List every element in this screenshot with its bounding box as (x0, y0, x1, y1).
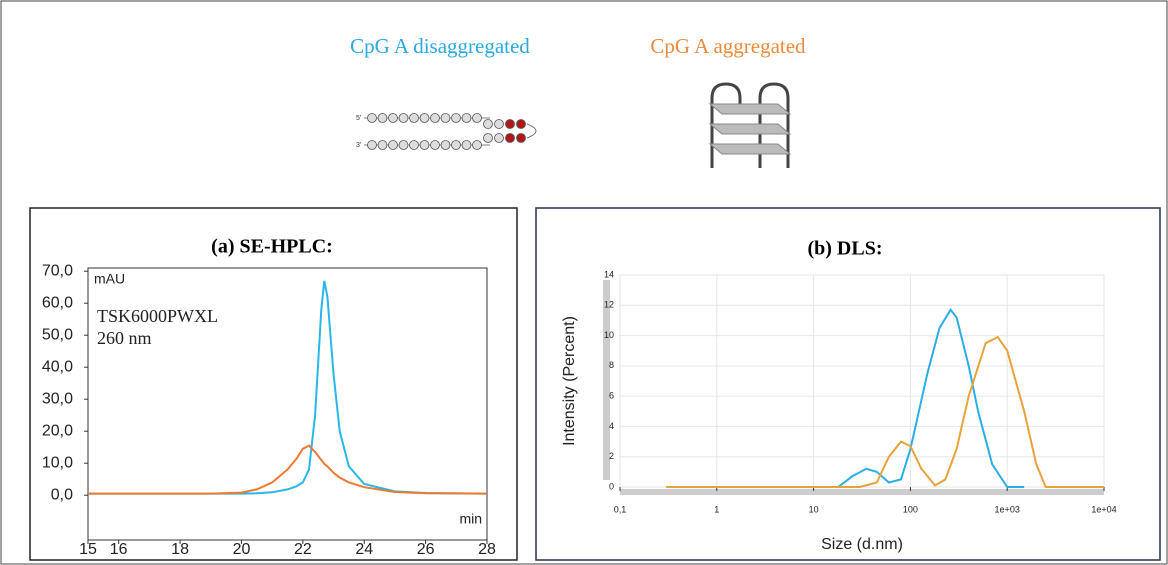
nucleotide (494, 119, 504, 129)
nucleotide (440, 140, 451, 150)
nucleotide (461, 113, 472, 123)
nucleotide (483, 133, 493, 143)
chart-title: (b) DLS: (807, 238, 882, 260)
annotation: min (459, 511, 482, 527)
nucleotide (472, 113, 482, 123)
nucleotide (419, 140, 430, 150)
y-tick-label: 50,0 (42, 326, 73, 343)
panel-frame (535, 207, 1161, 561)
series-line (88, 444, 488, 495)
chart-title: (a) SE-HPLC: (211, 236, 333, 258)
nucleotide (451, 140, 461, 150)
series-line (837, 308, 1025, 488)
x-tick-label: 1e+04 (1091, 504, 1116, 514)
strand-label: 3' (356, 142, 361, 149)
x-tick-label: 1 (714, 504, 719, 514)
nucleotide (398, 140, 409, 150)
nucleotide (419, 113, 430, 123)
y-tick-label: 30,0 (42, 390, 73, 407)
nucleotide (483, 119, 493, 129)
y-tick-label: 14 (604, 269, 614, 279)
annotation: TSK6000PWXL (97, 306, 218, 326)
nucleotide (367, 113, 377, 123)
series-line (88, 280, 488, 495)
nucleotide (377, 113, 388, 123)
x-tick-label: 20 (233, 541, 251, 558)
nucleotide (451, 113, 461, 123)
nucleotide (398, 113, 409, 123)
nucleotide (388, 140, 398, 150)
nucleotide (472, 140, 482, 150)
nucleotide (440, 113, 451, 123)
y-tick-label: 8 (609, 360, 614, 370)
y-tick-label: 60,0 (42, 294, 73, 311)
x-tick-label: 15 (79, 541, 97, 558)
y-tick-label: 6 (609, 391, 614, 401)
panel-frame (29, 207, 518, 561)
x-tick-label: 0,1 (614, 504, 627, 514)
y-tick-label: 0 (609, 481, 614, 491)
nucleotide (505, 133, 515, 143)
nucleotide (377, 140, 388, 150)
y-axis-label: Intensity (Percent) (561, 316, 578, 446)
nucleotide (430, 113, 440, 123)
x-tick-label: 18 (171, 541, 189, 558)
strand-label: 5' (356, 115, 361, 122)
x-tick-label: 16 (110, 541, 128, 558)
series-line (666, 335, 1104, 488)
x-axis-label: Size (d.nm) (821, 536, 903, 553)
nucleotide (430, 140, 440, 150)
nucleotide (461, 140, 472, 150)
y-tick-label: 70,0 (42, 262, 73, 279)
nucleotide (494, 133, 504, 143)
nucleotide (367, 140, 377, 150)
y-tick-label: 10,0 (42, 454, 73, 471)
nucleotide (409, 113, 419, 123)
nucleotide (516, 119, 526, 129)
x-tick-label: 28 (478, 541, 496, 558)
x-tick-label: 24 (355, 541, 373, 558)
scrollbar (603, 280, 1104, 495)
hairpin-illustration: 5' 3' (356, 113, 537, 150)
y-tick-label: 40,0 (42, 358, 73, 375)
y-tick-label: 20,0 (42, 422, 73, 439)
y-tick-label: 2 (609, 451, 614, 461)
nucleotide (388, 113, 398, 123)
x-tick-label: 10 (809, 504, 819, 514)
legend-item: CpG A disaggregated (350, 34, 530, 58)
x-tick-label: 26 (417, 541, 435, 558)
quadruplex-illustration (708, 82, 792, 168)
nucleotide (516, 133, 526, 143)
nucleotide (409, 140, 419, 150)
y-tick-label: 10 (604, 330, 614, 340)
plot-frame (87, 267, 488, 541)
y-tick-label: 4 (609, 421, 614, 431)
x-tick-label: 1e+03 (995, 504, 1020, 514)
x-tick-label: 100 (903, 504, 918, 514)
y-tick-label: 0,0 (51, 486, 73, 503)
y-tick-label: 12 (604, 300, 614, 310)
annotation: mAU (94, 271, 125, 287)
legend-item: CpG A aggregated (650, 34, 806, 58)
x-tick-label: 22 (294, 541, 312, 558)
nucleotide (505, 119, 515, 129)
annotation: 260 nm (97, 328, 152, 348)
